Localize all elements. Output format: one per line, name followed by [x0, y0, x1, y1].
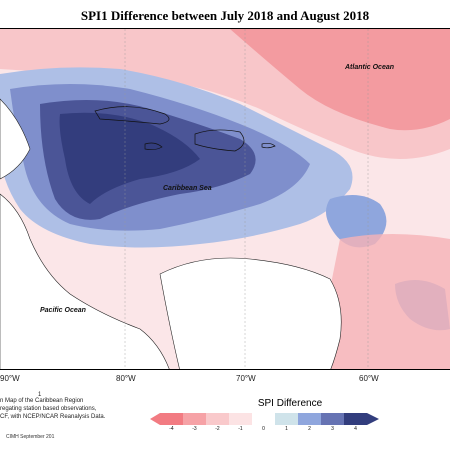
- puerto-rico-outline: [261, 142, 276, 149]
- legend-swatch: [344, 413, 367, 425]
- legend-right-arrow: [367, 413, 379, 425]
- caribbean-sea-label: Caribbean Sea: [163, 185, 212, 192]
- legend-swatch: [275, 413, 298, 425]
- legend-tick-label: 3: [331, 426, 334, 432]
- map-title: SPI1 Difference between July 2018 and Au…: [80, 8, 370, 23]
- legend-tick-label: -2: [215, 426, 220, 432]
- lon-tick-90w: 90°W: [0, 374, 20, 383]
- map-footnote: n Map of the Caribbean Region regating s…: [0, 397, 150, 421]
- spi-map: [0, 28, 450, 370]
- lon-tick-60w: 60°W: [359, 374, 379, 383]
- strong-dry-zone: [230, 29, 450, 131]
- legend-left-arrow: [150, 413, 160, 425]
- jamaica-outline: [144, 142, 163, 151]
- legend-title: SPI Difference: [257, 398, 323, 409]
- legend-tick-label: 2: [308, 426, 311, 432]
- cuba-outline: [94, 106, 170, 125]
- south-america-land: [159, 257, 342, 369]
- legend-swatch: [183, 413, 206, 425]
- legend-tick-label: 1: [285, 426, 288, 432]
- legend-tick-label: -3: [192, 426, 197, 432]
- yucatan-land: [0, 98, 31, 180]
- legend-tick-label: -1: [238, 426, 243, 432]
- legend-swatch: [252, 413, 275, 425]
- copyright-text: CIMH September 201: [6, 434, 55, 440]
- south-dry-zone: [325, 234, 450, 369]
- legend-swatch: [321, 413, 344, 425]
- atlantic-ocean-label: Atlantic Ocean: [345, 64, 395, 71]
- wet-zone-core: [59, 112, 200, 204]
- legend-swatch: [298, 413, 321, 425]
- footnote-line: CF, with NCEP/NCAR Reanalysis Data.: [0, 414, 106, 420]
- legend-tick-label: 4: [354, 426, 357, 432]
- spi-map-canvas: [0, 29, 450, 369]
- central-america-land: [0, 193, 170, 369]
- east-wet-patch: [326, 195, 387, 248]
- footnote-line: n Map of the Caribbean Region: [0, 398, 84, 404]
- footnote-line: regating station based observations,: [0, 406, 97, 412]
- legend-swatch: [229, 413, 252, 425]
- hispaniola-outline: [194, 129, 245, 152]
- legend-colorbar: [150, 413, 379, 425]
- footnote-mark: 1: [38, 392, 42, 398]
- legend-swatch: [206, 413, 229, 425]
- legend-tick-label: -4: [169, 426, 174, 432]
- pacific-ocean-label: Pacific Ocean: [40, 307, 86, 314]
- legend-swatch: [160, 413, 183, 425]
- lon-tick-80w: 80°W: [116, 374, 136, 383]
- lon-tick-70w: 70°W: [236, 374, 256, 383]
- legend-tick-label: 0: [262, 426, 265, 432]
